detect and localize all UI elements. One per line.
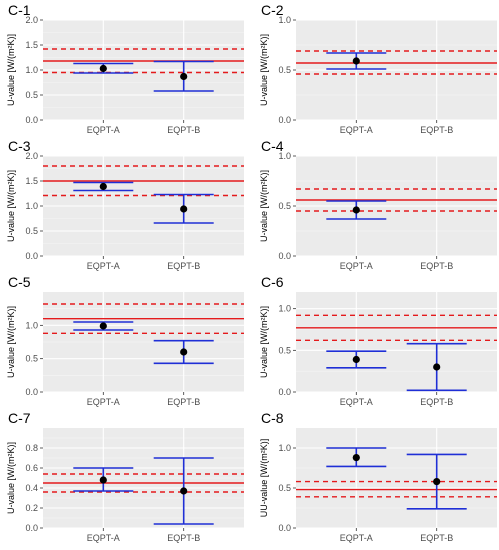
data-point xyxy=(180,348,188,356)
panel-title: C-5 xyxy=(8,274,31,290)
y-tick-label: 0.0 xyxy=(278,523,291,533)
panel-title: C-3 xyxy=(8,138,31,154)
x-tick-label: EQPT-A xyxy=(87,533,120,543)
y-tick-label: 1.0 xyxy=(278,304,291,314)
x-tick-label: EQPT-A xyxy=(340,125,373,135)
data-point xyxy=(99,182,107,191)
data-point xyxy=(352,57,360,65)
panel-title: C-6 xyxy=(261,274,284,290)
y-tick-label: 1.5 xyxy=(25,176,38,186)
plot-area xyxy=(296,292,497,392)
y-tick-label: 1.0 xyxy=(278,151,291,161)
y-axis-label: U-value [W/(m²K)] xyxy=(259,306,269,378)
panel-title: C-1 xyxy=(8,2,31,18)
panel-title: C-4 xyxy=(261,138,284,154)
x-tick-label: EQPT-B xyxy=(420,533,453,543)
y-tick-label: 0.8 xyxy=(25,443,38,453)
y-axis-label: U-value [W/(m²K)] xyxy=(6,306,16,378)
x-tick-label: EQPT-A xyxy=(340,533,373,543)
y-tick-label: 0.5 xyxy=(25,354,38,364)
y-axis-label: U-value [W/(m²K)] xyxy=(6,442,16,514)
y-tick-label: 0.0 xyxy=(25,387,38,397)
y-tick-label: 0.2 xyxy=(25,503,38,513)
chart-panel-c-3: C-3 0.0 0.5 1.0 1.5 2.0 EQPT-A EQPT-B U-value [W… xyxy=(6,138,244,271)
y-tick-label: 1.0 xyxy=(278,15,291,25)
y-tick-label: 1.5 xyxy=(25,40,38,50)
y-tick-label: 0.5 xyxy=(25,226,38,236)
data-point xyxy=(352,355,360,364)
y-tick-label: 1.0 xyxy=(25,201,38,211)
x-tick-label: EQPT-B xyxy=(420,397,453,407)
y-tick-label: 0.5 xyxy=(278,201,291,211)
data-point xyxy=(352,206,360,214)
data-point xyxy=(99,476,107,484)
y-axis-label: U-value [W/(m²K)] xyxy=(6,170,16,242)
x-tick-label: EQPT-B xyxy=(167,533,200,543)
data-point xyxy=(180,205,188,213)
panel-title: C-8 xyxy=(261,410,284,426)
x-tick-label: EQPT-B xyxy=(167,397,200,407)
y-tick-label: 0.5 xyxy=(278,65,291,75)
x-tick-label: EQPT-B xyxy=(420,261,453,271)
y-tick-label: 0.5 xyxy=(278,345,291,355)
data-point xyxy=(433,478,441,486)
chart-panel-c-2: C-2 0.0 0.5 1.0 EQPT-A EQPT-B U-value [W/(m²K)… xyxy=(259,2,497,135)
y-axis-label: U-value [W/(m²K)] xyxy=(6,34,16,106)
plot-area xyxy=(296,428,497,528)
y-tick-label: 0.0 xyxy=(278,251,291,261)
chart-panel-c-7: C-7 0.0 0.2 0.4 0.6 0.8 EQPT-A EQPT-B U-value [W… xyxy=(6,410,244,543)
x-tick-label: EQPT-B xyxy=(420,125,453,135)
chart-panel-c-8: C-8 0.0 0.5 1.0 EQPT-A EQPT-B UU-value [W/(m²K… xyxy=(259,410,497,543)
y-tick-label: 1.0 xyxy=(25,320,38,330)
panel-title: C-7 xyxy=(8,410,31,426)
x-tick-label: EQPT-B xyxy=(167,261,200,271)
chart-panel-c-6: C-6 0.0 0.5 1.0 EQPT-A EQPT-B U-value [W/(m²K)… xyxy=(259,274,497,407)
y-tick-label: 0.0 xyxy=(25,251,38,261)
x-tick-label: EQPT-A xyxy=(87,125,120,135)
y-tick-label: 2.0 xyxy=(25,15,38,25)
y-tick-label: 0.0 xyxy=(278,387,291,397)
x-tick-label: EQPT-A xyxy=(340,261,373,271)
x-tick-label: EQPT-A xyxy=(87,261,120,271)
y-tick-label: 1.0 xyxy=(25,65,38,75)
y-tick-label: 0.0 xyxy=(25,115,38,125)
y-tick-label: 0.0 xyxy=(25,523,38,533)
y-tick-label: 0.6 xyxy=(25,463,38,473)
y-axis-label: U-value [W/(m²K)] xyxy=(259,170,269,242)
chart-panel-c-1: C-1 0.0 0.5 1.0 1.5 2.0 EQPT-A EQPT-B U-value [W… xyxy=(6,2,244,135)
data-point xyxy=(352,454,360,462)
chart-panel-c-5: C-5 0.0 0.5 1.0 EQPT-A EQPT-B U-value [W/(m²K)… xyxy=(6,274,244,407)
x-tick-label: EQPT-A xyxy=(340,397,373,407)
y-axis-label: U-value [W/(m²K)] xyxy=(259,34,269,106)
y-tick-label: 0.5 xyxy=(278,483,291,493)
panel-title: C-2 xyxy=(261,2,284,18)
data-point xyxy=(433,363,441,371)
data-point xyxy=(180,72,188,81)
y-tick-label: 0.4 xyxy=(25,483,38,493)
data-point xyxy=(99,64,107,73)
data-point xyxy=(180,487,188,495)
y-tick-label: 1.0 xyxy=(278,443,291,453)
y-axis-label: UU-value [W/(m²K)] xyxy=(259,439,269,518)
data-point xyxy=(99,322,107,330)
y-tick-label: 2.0 xyxy=(25,151,38,161)
y-tick-label: 0.5 xyxy=(25,90,38,100)
chart-panel-c-4: C-4 0.0 0.5 1.0 EQPT-A EQPT-B U-value [W/(m²K)… xyxy=(259,138,497,271)
y-tick-label: 0.0 xyxy=(278,115,291,125)
x-tick-label: EQPT-A xyxy=(87,397,120,407)
x-tick-label: EQPT-B xyxy=(167,125,200,135)
